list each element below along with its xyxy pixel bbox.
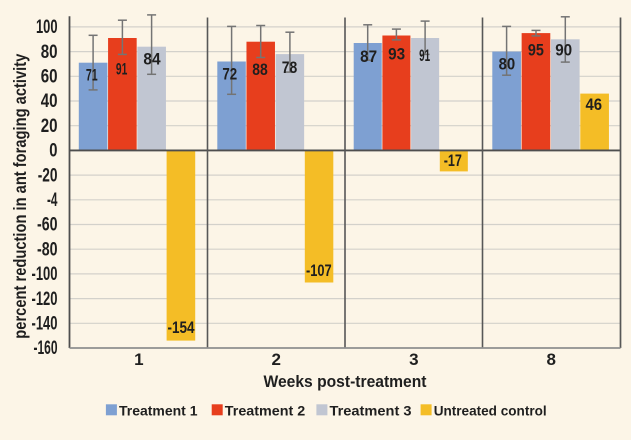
svg-text:95: 95 [528, 41, 544, 59]
svg-text:78: 78 [282, 59, 298, 77]
svg-text:84: 84 [143, 51, 161, 69]
svg-text:-154: -154 [168, 319, 196, 337]
svg-text:-17: -17 [444, 152, 462, 170]
svg-text:-20: -20 [38, 165, 58, 186]
svg-text:100: 100 [36, 17, 58, 38]
svg-text:60: 60 [41, 67, 58, 88]
svg-text:-4: -4 [47, 190, 58, 211]
svg-text:91: 91 [116, 61, 127, 79]
svg-text:8: 8 [546, 350, 555, 369]
svg-text:1: 1 [134, 350, 143, 369]
svg-text:-60: -60 [37, 215, 58, 236]
svg-text:Treatment 2: Treatment 2 [225, 403, 306, 419]
svg-text:80: 80 [41, 42, 58, 63]
svg-text:-100: -100 [32, 264, 58, 285]
svg-text:0: 0 [49, 141, 57, 162]
svg-text:3: 3 [409, 350, 418, 369]
svg-text:71: 71 [86, 67, 98, 85]
svg-text:Treatment 1: Treatment 1 [119, 403, 198, 419]
svg-text:-80: -80 [37, 239, 58, 260]
svg-text:Treatment 3: Treatment 3 [330, 403, 412, 419]
svg-text:Untreated control: Untreated control [434, 403, 547, 419]
svg-text:80: 80 [499, 55, 516, 73]
svg-text:72: 72 [222, 66, 237, 84]
svg-text:93: 93 [388, 45, 405, 63]
svg-text:20: 20 [41, 116, 58, 137]
svg-text:40: 40 [41, 91, 58, 112]
svg-text:-120: -120 [32, 289, 58, 310]
svg-text:87: 87 [360, 48, 377, 66]
svg-text:Weeks post-treatment: Weeks post-treatment [264, 373, 427, 391]
svg-text:46: 46 [586, 96, 603, 114]
svg-text:-140: -140 [32, 314, 58, 335]
svg-text:88: 88 [252, 61, 268, 79]
svg-text:percent reduction in ant forag: percent reduction in ant foraging activi… [10, 53, 30, 338]
svg-text:91: 91 [419, 47, 430, 65]
svg-text:-160: -160 [34, 338, 58, 359]
svg-text:90: 90 [555, 41, 572, 59]
svg-text:2: 2 [271, 350, 280, 369]
svg-text:-107: -107 [306, 262, 332, 280]
